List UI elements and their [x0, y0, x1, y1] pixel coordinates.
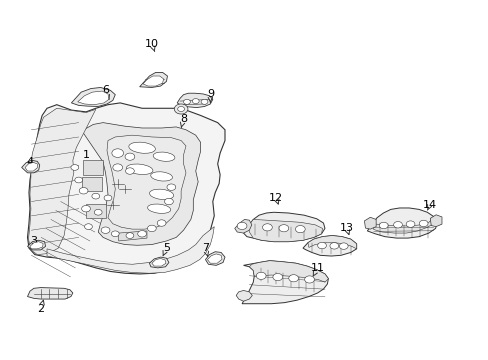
Polygon shape	[303, 235, 356, 256]
Circle shape	[262, 224, 272, 231]
Text: 3: 3	[30, 236, 37, 247]
Circle shape	[126, 233, 134, 238]
Polygon shape	[248, 220, 322, 242]
Polygon shape	[27, 240, 45, 250]
Circle shape	[279, 225, 288, 232]
Circle shape	[111, 231, 119, 237]
Polygon shape	[152, 258, 165, 266]
Circle shape	[147, 225, 156, 231]
Ellipse shape	[153, 152, 175, 161]
Circle shape	[104, 195, 112, 201]
Circle shape	[166, 184, 175, 190]
Ellipse shape	[149, 189, 173, 199]
Polygon shape	[86, 204, 105, 218]
Polygon shape	[107, 135, 185, 229]
Polygon shape	[82, 160, 103, 175]
Polygon shape	[78, 91, 109, 105]
Circle shape	[138, 230, 146, 237]
Circle shape	[295, 226, 305, 233]
Circle shape	[113, 164, 122, 171]
Circle shape	[329, 243, 338, 249]
Ellipse shape	[126, 164, 153, 175]
Text: 5: 5	[163, 243, 170, 256]
Text: 2: 2	[37, 300, 44, 314]
Polygon shape	[47, 226, 214, 273]
Circle shape	[84, 224, 92, 229]
Circle shape	[71, 165, 79, 170]
Text: 6: 6	[102, 85, 109, 99]
Polygon shape	[249, 261, 328, 282]
Circle shape	[125, 168, 134, 174]
Polygon shape	[119, 231, 147, 241]
Text: 13: 13	[339, 224, 353, 235]
Text: 11: 11	[310, 263, 324, 276]
Circle shape	[125, 153, 135, 160]
Polygon shape	[429, 215, 441, 226]
Polygon shape	[307, 235, 356, 249]
Circle shape	[79, 188, 88, 194]
Polygon shape	[243, 212, 325, 242]
Text: 7: 7	[202, 243, 209, 256]
Polygon shape	[27, 288, 73, 299]
Circle shape	[317, 242, 326, 249]
Polygon shape	[21, 160, 40, 173]
Text: 14: 14	[422, 200, 436, 210]
Circle shape	[183, 99, 190, 104]
Circle shape	[237, 222, 246, 229]
Text: 12: 12	[268, 193, 283, 204]
Circle shape	[304, 276, 314, 283]
Text: 10: 10	[144, 39, 159, 51]
Circle shape	[339, 243, 347, 249]
Text: 8: 8	[180, 114, 187, 127]
Polygon shape	[364, 217, 375, 229]
Polygon shape	[207, 254, 222, 263]
Polygon shape	[71, 87, 115, 107]
Polygon shape	[242, 261, 328, 304]
Text: 1: 1	[82, 150, 95, 167]
Circle shape	[75, 177, 82, 183]
Circle shape	[192, 99, 199, 104]
Circle shape	[101, 227, 110, 233]
Circle shape	[393, 221, 402, 228]
Ellipse shape	[150, 172, 172, 181]
Polygon shape	[234, 220, 251, 233]
Circle shape	[272, 274, 282, 281]
Polygon shape	[83, 123, 200, 245]
Polygon shape	[205, 252, 224, 265]
Circle shape	[174, 104, 187, 114]
Circle shape	[379, 222, 387, 229]
Circle shape	[406, 221, 414, 228]
Text: 9: 9	[206, 89, 213, 102]
Polygon shape	[366, 208, 436, 238]
Circle shape	[177, 107, 184, 112]
Polygon shape	[30, 242, 43, 249]
Circle shape	[288, 275, 298, 282]
Polygon shape	[143, 76, 163, 86]
Ellipse shape	[128, 142, 155, 153]
Polygon shape	[28, 108, 96, 255]
Circle shape	[94, 210, 102, 215]
Polygon shape	[177, 93, 212, 108]
Text: 4: 4	[26, 157, 34, 167]
Circle shape	[81, 206, 90, 212]
Circle shape	[157, 220, 165, 226]
Circle shape	[112, 149, 123, 157]
Polygon shape	[27, 103, 224, 274]
Circle shape	[418, 220, 427, 227]
Polygon shape	[371, 218, 435, 233]
Polygon shape	[236, 291, 252, 301]
Polygon shape	[25, 162, 37, 171]
Polygon shape	[82, 177, 102, 192]
Polygon shape	[149, 257, 168, 268]
Circle shape	[256, 272, 265, 279]
Circle shape	[201, 99, 207, 104]
Polygon shape	[140, 72, 167, 87]
Circle shape	[92, 193, 100, 199]
Ellipse shape	[147, 204, 170, 213]
Circle shape	[164, 198, 173, 205]
